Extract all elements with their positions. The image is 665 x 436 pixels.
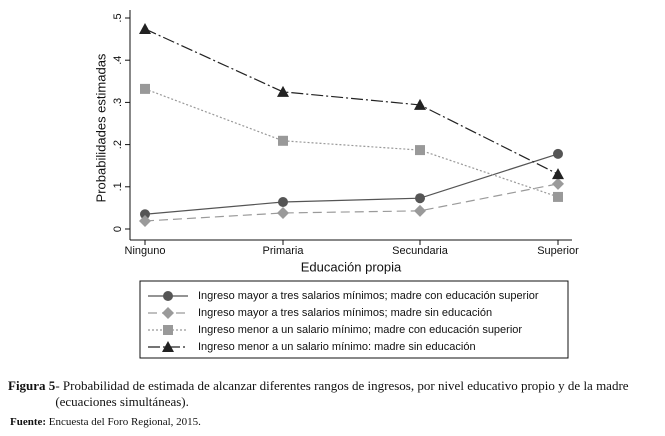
- legend-label: Ingreso mayor a tres salarios mínimos; m…: [198, 290, 539, 302]
- marker: [278, 196, 288, 207]
- marker: [140, 209, 150, 220]
- marker: [162, 341, 174, 352]
- source-text: Encuesta del Foro Regional, 2015.: [46, 416, 201, 428]
- marker: [140, 83, 150, 94]
- y-axis-label: Probabilidades estimadas: [93, 53, 108, 202]
- caption-text: - Probabilidad de estimada de alcanzar d…: [55, 378, 629, 409]
- legend-box: [139, 280, 569, 359]
- source-label: Fuente:: [10, 416, 47, 428]
- y-tick-label: 0: [112, 226, 124, 232]
- caption-label: Figura 5: [8, 378, 56, 393]
- marker: [163, 325, 173, 335]
- y-tick-label: .5: [112, 13, 124, 22]
- series-line: [144, 183, 559, 222]
- source: Fuente: Encuesta del Foro Regional, 2015…: [10, 416, 201, 428]
- y-tick-label: .2: [112, 140, 124, 149]
- y-tick-label: .3: [112, 98, 124, 107]
- y-tick-label: .1: [112, 182, 124, 191]
- chart: Probabilidades estimadas Educación propi…: [93, 10, 579, 359]
- marker: [163, 291, 173, 301]
- series-line: [144, 28, 559, 175]
- marker: [553, 191, 563, 202]
- marker: [415, 193, 425, 204]
- x-tick-label: Ninguno: [125, 245, 166, 257]
- marker: [552, 177, 564, 190]
- legend-label: Ingreso mayor a tres salarios mínimos; m…: [198, 307, 492, 319]
- marker: [139, 214, 151, 227]
- marker: [278, 135, 288, 146]
- marker: [414, 204, 426, 217]
- marker: [139, 22, 151, 34]
- marker: [415, 145, 425, 156]
- marker: [414, 98, 426, 110]
- series-line: [144, 153, 559, 215]
- marker: [277, 206, 289, 219]
- caption: Figura 5 - Probabilidad de estimada de a…: [8, 378, 660, 410]
- legend-label: Ingreso menor a un salario mínimo: madre…: [198, 341, 476, 353]
- y-tick-label: .4: [112, 56, 124, 65]
- x-tick-label: Superior: [537, 245, 579, 257]
- marker: [277, 85, 289, 97]
- marker: [552, 168, 564, 180]
- x-axis-label: Educación propia: [301, 259, 402, 274]
- marker: [162, 307, 174, 319]
- marker: [553, 148, 563, 159]
- x-tick-label: Primaria: [263, 245, 305, 257]
- series-line: [144, 88, 559, 198]
- legend-label: Ingreso menor a un salario mínimo; madre…: [198, 324, 522, 336]
- x-tick-label: Secundaria: [392, 245, 449, 257]
